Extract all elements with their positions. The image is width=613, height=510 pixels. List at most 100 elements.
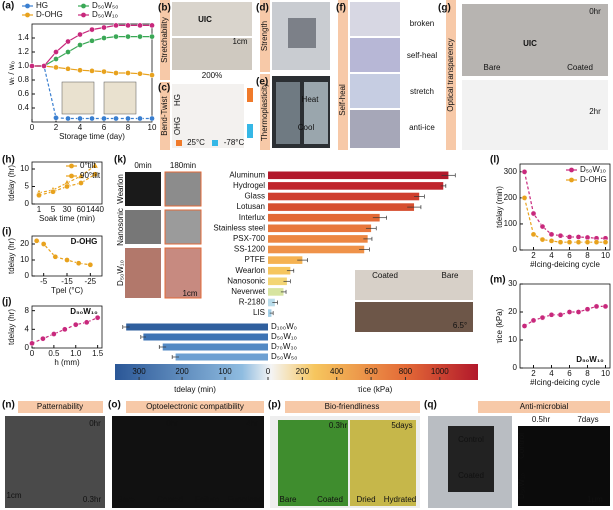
marker <box>101 115 107 122</box>
bar <box>268 245 365 254</box>
marker <box>64 257 70 263</box>
photo-label: 180min <box>170 161 196 170</box>
x-axis-label: tdelay (min) <box>174 385 216 394</box>
plot-frame <box>519 163 611 251</box>
marker <box>539 223 546 230</box>
legend-label: D-OHG <box>36 10 63 19</box>
y-tick-label: 1.2 <box>18 47 30 56</box>
x-tick-label: 0.5 <box>48 349 60 358</box>
bar <box>162 343 268 351</box>
marker <box>530 231 537 238</box>
x-tick-label: 5 <box>51 205 56 214</box>
marker <box>87 261 94 268</box>
category-label: PTFE <box>245 255 265 264</box>
x-tick-label: -25 <box>85 277 97 286</box>
photo-label: Bare <box>118 495 135 504</box>
photo-label: UIC <box>198 15 212 24</box>
photo-label: 0.5hr <box>532 415 551 424</box>
annotation: D₅₀W₁₀ <box>70 307 98 316</box>
panel-letter: (i) <box>2 227 11 238</box>
marker <box>548 238 555 244</box>
marker <box>575 239 582 246</box>
panel-letter: (d) <box>256 3 269 14</box>
photo-label: Wearlon <box>116 174 125 204</box>
panel-letter: (m) <box>490 275 506 286</box>
marker <box>539 314 546 321</box>
marker <box>557 239 564 246</box>
photo-label: 0hr <box>589 7 601 16</box>
marker <box>101 24 107 31</box>
photo-label: OHG <box>173 117 182 135</box>
x-tick-label: 30 <box>63 205 72 214</box>
x-tick-label: 400 <box>330 367 344 376</box>
inset-photo <box>103 81 137 115</box>
photo <box>276 82 300 144</box>
photo <box>172 84 244 148</box>
panel-letter: (h) <box>2 155 15 166</box>
marker <box>36 192 42 199</box>
x-axis-label: Soak time (min) <box>39 214 95 223</box>
panel-title: Strength <box>260 21 269 51</box>
marker <box>125 22 131 29</box>
photo-label: 2hr <box>589 107 601 116</box>
marker <box>91 161 99 169</box>
photo-label: 0.3hr <box>83 495 102 504</box>
marker <box>101 35 107 41</box>
bar <box>268 298 275 307</box>
legend-marker <box>81 12 86 18</box>
photo <box>278 420 348 506</box>
photo-label: 1cm <box>182 289 197 298</box>
panel-letter: (l) <box>490 155 499 166</box>
panel-letter: (b) <box>158 3 171 14</box>
marker <box>575 234 582 240</box>
plot-frame <box>31 305 103 349</box>
photo-label: Failure <box>195 495 220 504</box>
photo-label: -78°C <box>224 138 245 147</box>
marker <box>53 56 59 62</box>
x-tick-label: 0 <box>30 349 35 358</box>
y-tick-label: 200 <box>504 193 518 202</box>
category-label: Nanosonic <box>227 276 265 285</box>
y-tick-label: 1.4 <box>18 33 30 42</box>
category-label: R-2180 <box>239 298 266 307</box>
bar <box>126 323 269 331</box>
marker <box>539 236 546 243</box>
legend-label: D-OHG <box>580 175 607 184</box>
photo-label: Cool <box>298 123 315 132</box>
marker <box>89 115 95 122</box>
legend-marker <box>25 12 30 18</box>
y-tick-label: 1.0 <box>18 61 30 70</box>
inset-photo <box>61 81 95 115</box>
marker <box>149 22 155 29</box>
marker <box>77 115 83 122</box>
panel-title: Optoelectronic compatibility <box>146 402 244 411</box>
photo-label: stretch <box>410 87 434 96</box>
panel-title: Bio-friendliness <box>325 402 380 411</box>
panel-letter: (a) <box>2 1 14 12</box>
x-tick-label: 8 <box>585 251 590 260</box>
y-tick-label: 10 <box>20 255 29 264</box>
marker <box>51 331 57 337</box>
marker <box>557 232 564 239</box>
photo-label: 0.3hr <box>329 421 348 430</box>
photo <box>355 302 473 332</box>
bar <box>143 333 268 341</box>
marker <box>94 314 101 321</box>
photo-label: HG <box>173 94 182 106</box>
legend-marker <box>569 167 574 173</box>
photo <box>350 74 400 108</box>
y-tick-label: 4 <box>25 324 30 333</box>
y-tick-label: 0.8 <box>18 75 30 84</box>
marker <box>64 183 70 190</box>
marker <box>521 168 528 175</box>
title-band <box>338 0 348 150</box>
photo <box>247 88 253 102</box>
x-tick-label: 10 <box>148 123 157 132</box>
y-axis-label: τice (kPa) <box>495 308 504 343</box>
y-tick-label: 0 <box>513 363 518 372</box>
bar <box>268 266 291 275</box>
x-tick-label: 6 <box>567 251 572 260</box>
photo-label: 1cm <box>232 37 247 46</box>
x-axis-label: Tpel (°C) <box>51 286 83 295</box>
category-label: Interlux <box>239 213 265 222</box>
